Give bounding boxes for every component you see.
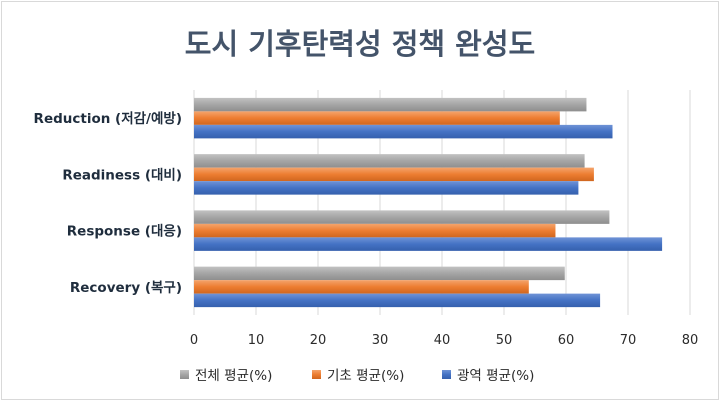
x-tick-label: 60 [558, 333, 575, 348]
chart-title: 도시 기후탄력성 정책 완성도 [185, 27, 535, 61]
legend-swatch [442, 370, 451, 379]
legend-label: 기초 평균(%) [327, 368, 404, 384]
bar [194, 167, 594, 182]
bar [194, 280, 529, 294]
bar [194, 111, 560, 125]
legend-label: 광역 평균(%) [457, 368, 534, 384]
bar [194, 97, 587, 112]
bar [194, 154, 585, 168]
x-axis-ticks: 0 10 20 30 40 50 60 70 80 [190, 333, 698, 348]
legend-swatch [180, 370, 189, 379]
x-tick-label: 50 [496, 333, 513, 348]
x-tick-label: 80 [682, 333, 699, 348]
bar [194, 293, 601, 308]
category-labels: Reduction (저감/예방) Readiness (대비) Response … [34, 110, 182, 296]
bar [194, 237, 663, 251]
x-tick-label: 0 [190, 333, 198, 348]
category-label: Reduction (저감/예방) [34, 110, 182, 127]
category-label: Response (대응) [67, 224, 182, 240]
bars [194, 97, 663, 308]
x-tick-label: 30 [372, 333, 389, 348]
bar [194, 210, 610, 224]
bar [194, 266, 565, 281]
legend: 전체 평균(%) 기초 평균(%) 광역 평균(%) [180, 368, 534, 384]
legend-swatch [312, 370, 321, 379]
x-tick-label: 40 [434, 333, 451, 348]
x-tick-label: 20 [310, 333, 327, 348]
x-tick-label: 70 [620, 333, 637, 348]
x-tick-label: 10 [248, 333, 265, 348]
category-label: Recovery (복구) [70, 280, 182, 296]
bar [194, 223, 556, 238]
category-label: Readiness (대비) [62, 167, 182, 183]
legend-label: 전체 평균(%) [195, 368, 272, 384]
bar [194, 124, 613, 139]
bar [194, 181, 579, 195]
